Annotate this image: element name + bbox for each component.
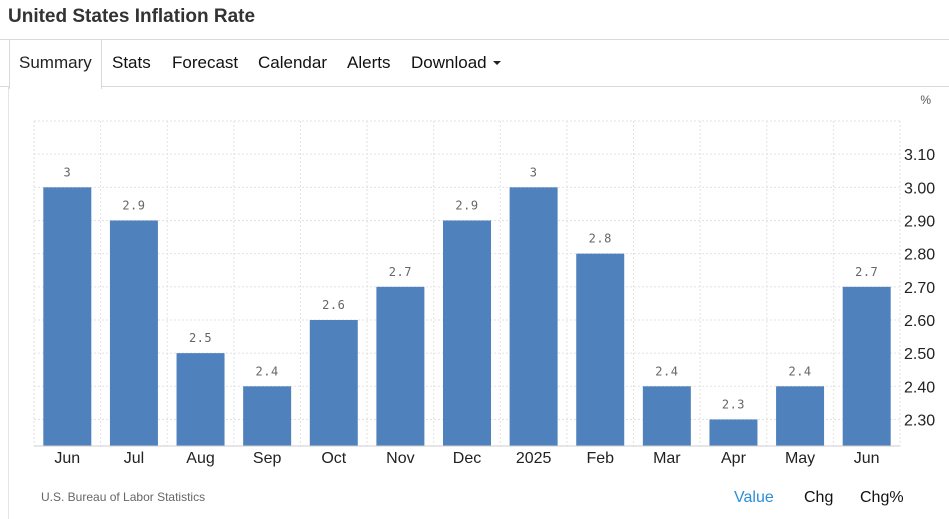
- y-tick-label: 3.10: [904, 147, 935, 164]
- source-text: U.S. Bureau of Labor Statistics: [41, 490, 206, 504]
- data-label: 2.7: [855, 265, 878, 279]
- y-tick-label: 2.80: [904, 247, 935, 264]
- bars-layer: [43, 187, 891, 446]
- data-label: 2.9: [455, 198, 478, 212]
- data-label: 2.3: [722, 397, 745, 411]
- tab-alerts[interactable]: Alerts: [347, 53, 391, 72]
- x-tick-label: May: [785, 450, 815, 467]
- x-axis-layer: Jun Jul Aug Sep Oct Nov Dec 2025 Feb Mar Apr May Jun: [34, 445, 900, 467]
- x-tick-label: Aug: [186, 450, 214, 467]
- data-labels-layer: 3 2.9 2.5 2.4 2.6 2.7 2.9 3 2.8 2.4 2.3 2.4 2.7: [63, 165, 878, 411]
- y-tick-label: 2.90: [904, 213, 935, 230]
- x-tick-label: Oct: [321, 450, 346, 467]
- tab-bar: Summary Stats Forecast Calendar Alerts D…: [0, 39, 949, 89]
- x-tick-label: 2025: [516, 450, 552, 467]
- bar: [842, 286, 891, 446]
- data-label: 2.4: [788, 364, 811, 378]
- data-label: 2.4: [256, 364, 279, 378]
- chg-percent-toggle[interactable]: Chg%: [860, 489, 904, 506]
- data-label: 2.7: [389, 265, 412, 279]
- data-label: 2.6: [322, 298, 345, 312]
- data-label: 2.8: [589, 232, 612, 246]
- y-tick-label: 2.40: [904, 379, 935, 396]
- tab-download[interactable]: Download: [411, 40, 501, 88]
- x-tick-label: Jun: [54, 450, 80, 467]
- x-tick-label: Mar: [653, 450, 681, 467]
- bar: [43, 187, 92, 446]
- x-tick-label: Sep: [253, 450, 282, 467]
- y-tick-label: 2.50: [904, 346, 935, 363]
- bar: [642, 386, 691, 446]
- y-unit-label: %: [920, 93, 931, 107]
- inflation-bar-chart: 32.92.52.42.62.72.932.82.42.32.42.7 Jun J…: [33, 93, 935, 467]
- x-tick-label: Feb: [586, 450, 614, 467]
- tab-summary[interactable]: Summary: [9, 40, 102, 89]
- bar: [109, 220, 158, 446]
- bar: [576, 253, 625, 446]
- tab-calendar[interactable]: Calendar: [258, 53, 327, 72]
- bar: [443, 220, 491, 446]
- y-tick-label: 2.30: [904, 412, 935, 429]
- bar: [376, 286, 425, 446]
- data-label: 2.4: [655, 364, 678, 378]
- x-tick-label: Dec: [453, 450, 481, 467]
- chg-toggle[interactable]: Chg: [804, 489, 834, 506]
- bar: [776, 386, 825, 446]
- y-tick-label: 2.60: [904, 313, 935, 330]
- y-tick-label: 2.70: [904, 280, 935, 297]
- data-label: 2.5: [189, 331, 212, 345]
- content-left-border: [8, 87, 9, 519]
- tab-forecast[interactable]: Forecast: [172, 53, 239, 72]
- tab-download-label: Download: [411, 53, 487, 72]
- data-label: 3: [63, 165, 71, 179]
- bar: [709, 419, 758, 446]
- x-tick-label: Jun: [854, 450, 880, 467]
- bar: [243, 386, 292, 446]
- y-axis-layer: 3.10 3.00 2.90 2.80 2.70 2.60 2.50 2.40 2.30%: [904, 93, 935, 429]
- tab-stats[interactable]: Stats: [112, 53, 151, 72]
- data-label: 2.9: [122, 198, 145, 212]
- y-tick-label: 3.00: [904, 180, 935, 197]
- bar: [309, 319, 358, 446]
- value-toggle[interactable]: Value: [734, 489, 774, 506]
- bar: [176, 353, 225, 446]
- page-title: United States Inflation Rate: [8, 6, 256, 27]
- bar: [509, 187, 558, 446]
- x-tick-label: Apr: [721, 450, 747, 467]
- caret-down-icon: [492, 60, 501, 65]
- data-label: 3: [530, 165, 538, 179]
- x-tick-label: Jul: [124, 450, 144, 467]
- x-tick-label: Nov: [386, 450, 414, 467]
